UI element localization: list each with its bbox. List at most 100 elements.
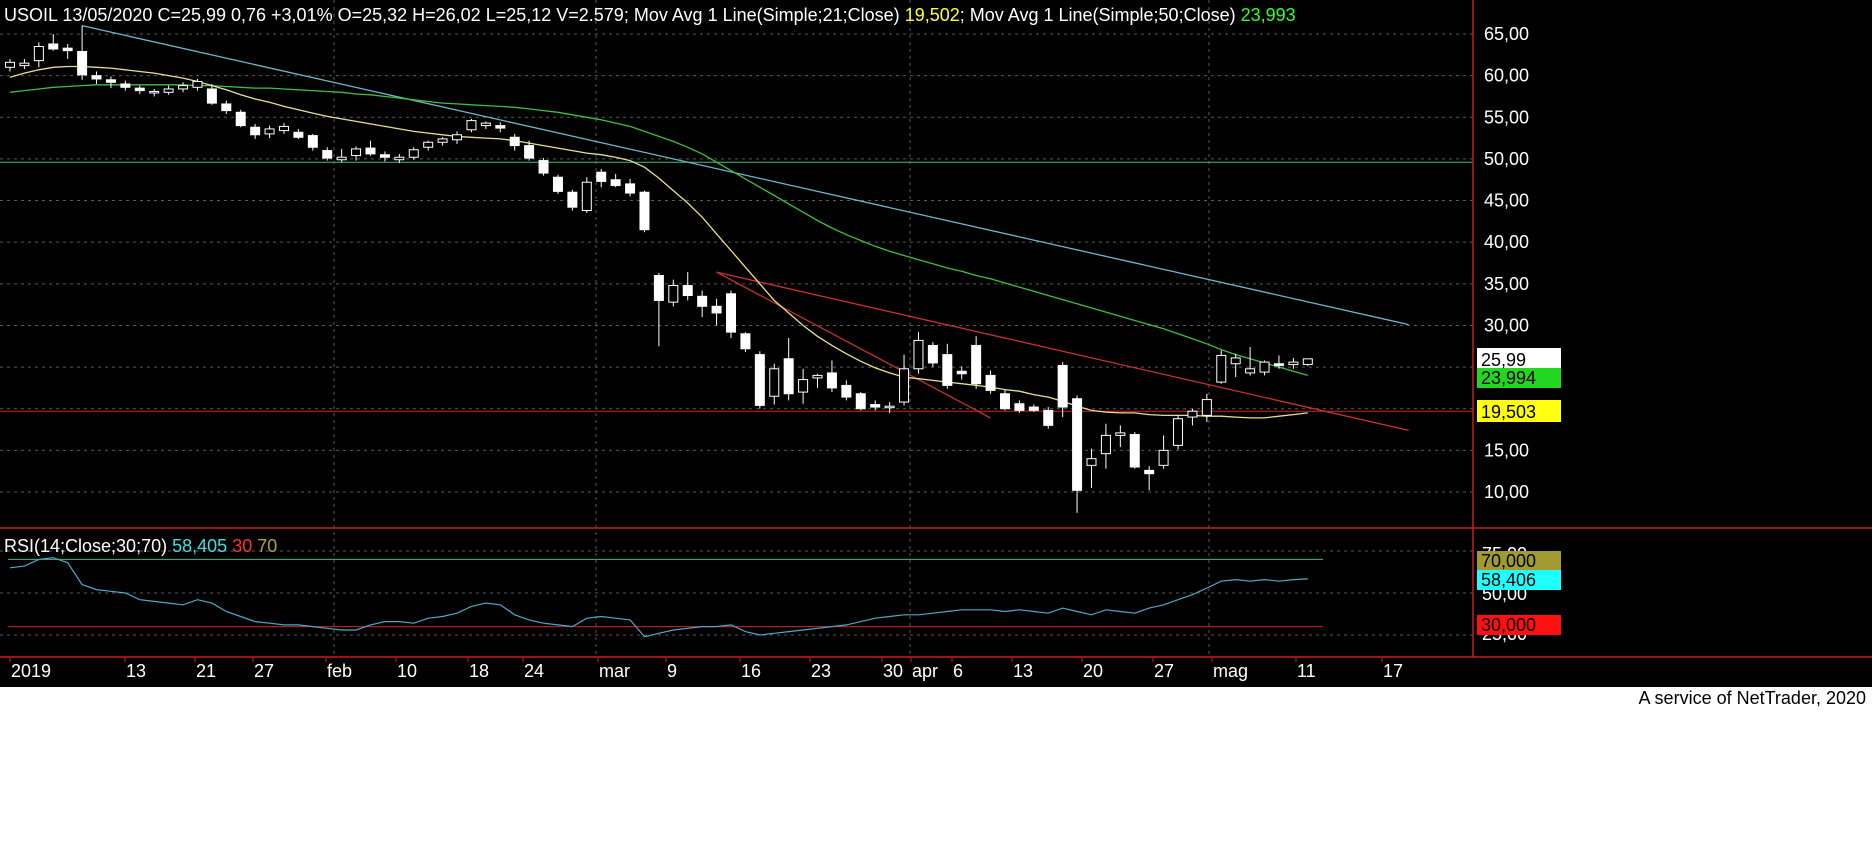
footer-background — [0, 687, 1872, 844]
candle-up — [19, 62, 30, 67]
candle-down — [1028, 406, 1039, 411]
trend-lines — [81, 25, 1409, 432]
candle-down — [495, 125, 506, 129]
candle-down — [509, 136, 520, 147]
candle-down — [221, 103, 232, 112]
candle-down — [596, 171, 607, 182]
candle-down — [293, 131, 304, 138]
footer-credit: A service of NetTrader, 2020 — [1639, 688, 1866, 708]
rsi-upper-tag-text: 70,000 — [1481, 551, 1536, 571]
candle-up — [1187, 410, 1198, 418]
candle-down — [365, 147, 376, 155]
separator-2: ; — [960, 5, 965, 25]
candle-down — [1072, 398, 1083, 491]
price-y-tick: 10,00 — [1484, 482, 1529, 502]
x-axis-label: mag — [1213, 661, 1248, 681]
sma21-price-tag-text: 19,503 — [1481, 402, 1536, 422]
candle-up — [336, 156, 347, 161]
price-y-tick: 60,00 — [1484, 66, 1529, 86]
x-axis-label: 30 — [883, 661, 903, 681]
candle-up — [33, 45, 44, 62]
price-y-tick: 55,00 — [1484, 107, 1529, 127]
price-y-tick: 40,00 — [1484, 232, 1529, 252]
candle-down — [927, 344, 938, 364]
x-axis-label: 17 — [1383, 661, 1403, 681]
candle-up — [1259, 361, 1270, 373]
candle-up — [1201, 399, 1212, 416]
candle-down — [682, 284, 693, 296]
candle-down — [956, 370, 967, 375]
candle-up — [668, 284, 679, 303]
candle-down — [625, 183, 636, 194]
x-axis-label: 27 — [254, 661, 274, 681]
trend-line-red — [716, 271, 1409, 432]
rsi-lower: 30 — [232, 536, 252, 556]
candle-up — [394, 156, 405, 161]
candle-up — [1173, 418, 1184, 446]
close-price-tag — [1477, 348, 1561, 370]
rsi-lower-tag-text: 30,000 — [1481, 615, 1536, 635]
sma50-price-tag — [1477, 368, 1561, 388]
candle-up — [5, 61, 15, 68]
candles — [5, 25, 1313, 513]
rsi-value-tag-text: 58,406 — [1481, 570, 1536, 590]
candle-down — [250, 126, 261, 136]
candle-down — [726, 293, 736, 333]
candle-down — [870, 404, 881, 408]
candle-down — [105, 79, 116, 83]
candle-up — [1115, 432, 1126, 436]
rsi-value: 58,405 — [172, 536, 227, 556]
rsi-lower-tag — [1477, 615, 1561, 635]
x-axis-label: 21 — [196, 661, 216, 681]
sma21-label: Mov Avg 1 Line(Simple;21;Close) — [634, 5, 900, 25]
candle-down — [1043, 409, 1054, 426]
candle-up — [1158, 449, 1169, 466]
candle-down — [754, 354, 765, 406]
candle-down — [697, 295, 708, 307]
candle-down — [610, 179, 621, 187]
candle-down — [1144, 469, 1155, 475]
candle-down — [1014, 403, 1025, 411]
candle-down — [1273, 363, 1284, 366]
rsi-header: RSI(14;Close;30;70) 58,405 30 70 — [4, 536, 277, 556]
candle-down — [942, 354, 953, 386]
candle-down — [62, 47, 73, 52]
sma50-label: Mov Avg 1 Line(Simple;50;Close) — [970, 5, 1236, 25]
candle-up — [480, 122, 491, 127]
candle-up — [452, 134, 463, 141]
sma50-line — [9, 84, 1308, 377]
x-axis-label: 6 — [953, 661, 963, 681]
candle-up — [1245, 368, 1256, 374]
candle-down — [77, 50, 88, 76]
candle-down — [524, 145, 535, 159]
close-price-tag-text: 25,99 — [1481, 350, 1526, 370]
candle-down — [999, 393, 1010, 410]
candle-up — [1288, 361, 1299, 366]
candle-up — [163, 88, 174, 93]
rsi-line — [9, 557, 1308, 638]
candle-up — [812, 374, 823, 379]
candle-down — [653, 274, 664, 301]
candle-up — [149, 90, 160, 94]
candle-down — [235, 111, 246, 127]
candle-down — [971, 344, 982, 385]
x-axis-label: 16 — [741, 661, 761, 681]
candle-up — [798, 379, 809, 393]
candle-up — [278, 125, 289, 132]
rsi-grid — [0, 550, 1473, 636]
price-y-tick: 45,00 — [1484, 191, 1529, 211]
candle-down — [206, 88, 217, 104]
x-axis-label: mar — [599, 661, 630, 681]
sma21-value: 19,502 — [905, 5, 960, 25]
candle-up — [437, 138, 448, 143]
candle-down — [711, 305, 722, 314]
x-axis-label: 2019 — [11, 661, 51, 681]
sma21-line — [9, 65, 1308, 419]
separator-1: ; — [624, 5, 629, 25]
x-axis-label: 24 — [524, 661, 544, 681]
sma50-price-tag-text: 23,994 — [1481, 368, 1536, 388]
candle-up — [1302, 358, 1313, 365]
price-y-tick: 65,00 — [1484, 24, 1529, 44]
rsi-upper: 70 — [257, 536, 277, 556]
